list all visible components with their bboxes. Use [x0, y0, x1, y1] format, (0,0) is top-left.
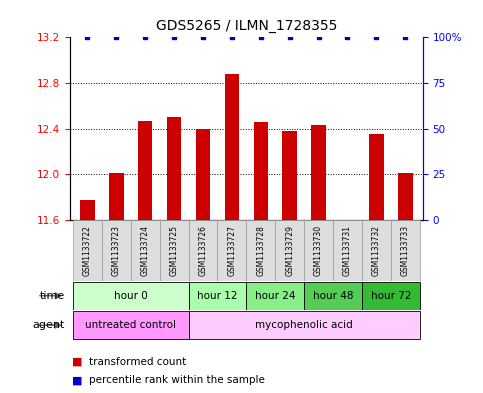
Bar: [138, 121, 153, 220]
Text: GSM1133726: GSM1133726: [199, 225, 208, 276]
Text: GSM1133727: GSM1133727: [227, 225, 236, 276]
Bar: [398, 173, 412, 220]
Bar: [369, 134, 384, 220]
Bar: [312, 125, 326, 220]
FancyBboxPatch shape: [131, 220, 159, 281]
Text: GSM1133730: GSM1133730: [314, 225, 323, 276]
FancyBboxPatch shape: [275, 220, 304, 281]
FancyBboxPatch shape: [73, 220, 102, 281]
FancyBboxPatch shape: [188, 311, 420, 339]
Text: ■: ■: [72, 375, 83, 386]
Text: hour 72: hour 72: [370, 291, 411, 301]
FancyBboxPatch shape: [102, 220, 131, 281]
FancyBboxPatch shape: [217, 220, 246, 281]
Text: GSM1133731: GSM1133731: [343, 225, 352, 276]
Bar: [283, 131, 297, 220]
Text: untreated control: untreated control: [85, 320, 176, 330]
FancyBboxPatch shape: [159, 220, 188, 281]
Bar: [225, 74, 239, 220]
Text: GSM1133724: GSM1133724: [141, 225, 150, 276]
Bar: [254, 122, 268, 220]
Text: GSM1133725: GSM1133725: [170, 225, 179, 276]
Bar: [196, 129, 210, 220]
Text: GDS5265 / ILMN_1728355: GDS5265 / ILMN_1728355: [156, 19, 337, 33]
Text: time: time: [40, 291, 65, 301]
Text: percentile rank within the sample: percentile rank within the sample: [89, 375, 265, 386]
Text: GSM1133723: GSM1133723: [112, 225, 121, 276]
Text: hour 24: hour 24: [255, 291, 296, 301]
Text: agent: agent: [33, 320, 65, 330]
Text: ■: ■: [72, 356, 83, 367]
Text: GSM1133733: GSM1133733: [401, 225, 410, 276]
Bar: [80, 200, 95, 220]
FancyBboxPatch shape: [391, 220, 420, 281]
Text: GSM1133732: GSM1133732: [372, 225, 381, 276]
FancyBboxPatch shape: [188, 281, 246, 310]
FancyBboxPatch shape: [246, 220, 275, 281]
FancyBboxPatch shape: [362, 220, 391, 281]
Text: GSM1133728: GSM1133728: [256, 225, 265, 276]
FancyBboxPatch shape: [73, 281, 188, 310]
FancyBboxPatch shape: [304, 220, 333, 281]
FancyBboxPatch shape: [188, 220, 217, 281]
Text: GSM1133729: GSM1133729: [285, 225, 294, 276]
FancyBboxPatch shape: [246, 281, 304, 310]
Text: transformed count: transformed count: [89, 356, 186, 367]
FancyBboxPatch shape: [73, 311, 188, 339]
Text: hour 12: hour 12: [197, 291, 238, 301]
FancyBboxPatch shape: [304, 281, 362, 310]
Text: mycophenolic acid: mycophenolic acid: [255, 320, 353, 330]
FancyBboxPatch shape: [362, 281, 420, 310]
Text: hour 48: hour 48: [313, 291, 353, 301]
FancyBboxPatch shape: [333, 220, 362, 281]
Text: GSM1133722: GSM1133722: [83, 225, 92, 276]
Bar: [167, 117, 181, 220]
Text: hour 0: hour 0: [114, 291, 148, 301]
Bar: [109, 173, 124, 220]
